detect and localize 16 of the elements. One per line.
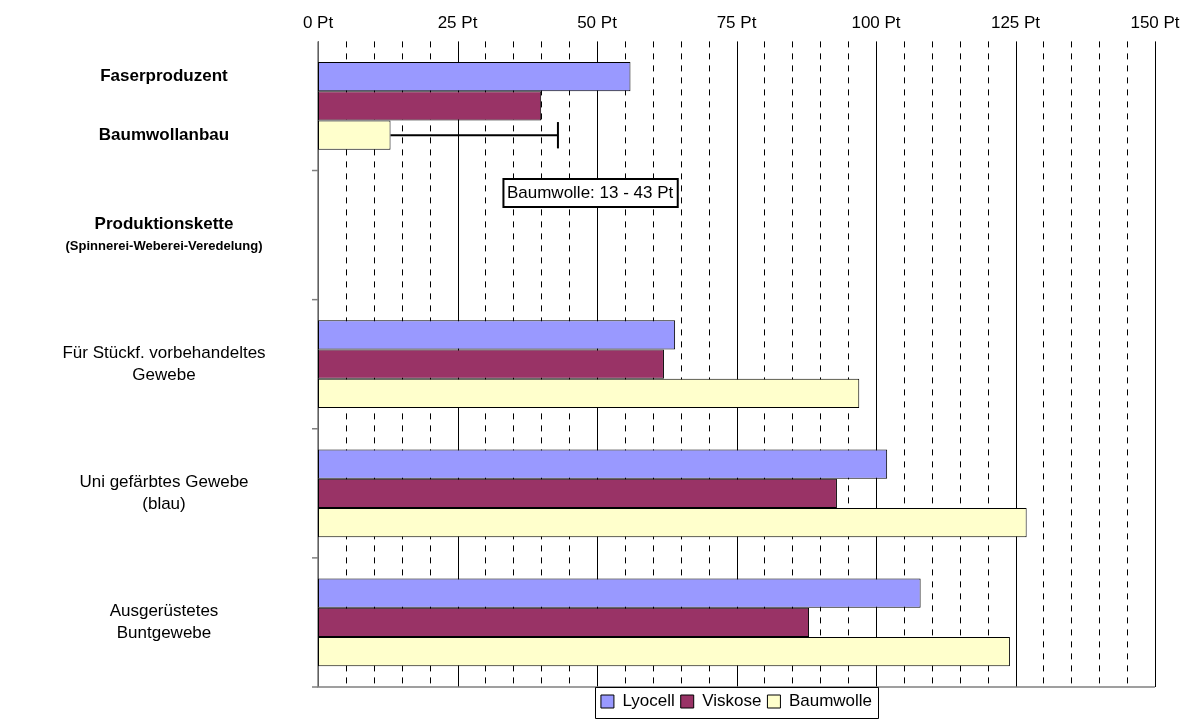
annotation: Baumwolle: 13 - 43 Pt [506, 183, 674, 203]
x-tick-label: 25 Pt [437, 12, 478, 32]
x-tick-label: 50 Pt [577, 12, 618, 32]
x-tick-label: 75 Pt [716, 12, 757, 32]
x-tick-label: 150 Pt [1130, 12, 1180, 32]
x-tick-label: 100 Pt [851, 12, 901, 32]
y-tick-label: Für Stückf. vorbehandeltes Gewebe [62, 342, 266, 384]
legend-label: Lyocell [622, 691, 675, 711]
x-tick-label: 0 Pt [302, 12, 334, 32]
y-tick-label: Produktionskette (Spinnerei-Weberei-Veredelung) [65, 213, 263, 253]
y-tick-label: Ausgerüstetes Buntgewebe [109, 601, 219, 643]
x-tick-label: 125 Pt [990, 12, 1041, 32]
category-label: Faserproduzent Baumwollanbau [98, 66, 230, 144]
y-tick-label: Uni gefärbtes Gewebe (blau) [79, 472, 249, 514]
legend-label: Baumwolle [788, 691, 873, 711]
legend-label: Viskose [702, 691, 762, 711]
